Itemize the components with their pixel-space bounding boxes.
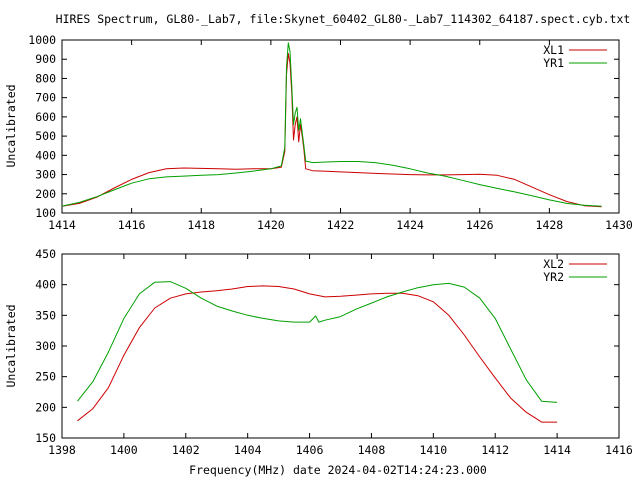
bottom-x-tick-label: 1402 — [172, 443, 200, 457]
top-y-tick-label: 500 — [35, 129, 56, 143]
top-x-tick-label: 1426 — [466, 218, 494, 232]
bottom-x-tick-label: 1416 — [605, 443, 633, 457]
bottom-y-tick-label: 250 — [35, 370, 56, 384]
bottom-x-tick-label: 1412 — [481, 443, 509, 457]
bottom-y-tick-label: 350 — [35, 308, 56, 322]
legend-label-yr1: YR1 — [543, 56, 564, 70]
top-y-tick-label: 100 — [35, 206, 56, 220]
series-yr1-line — [61, 42, 602, 207]
top-y-tick-label: 200 — [35, 187, 56, 201]
top-y-tick-label: 700 — [35, 91, 56, 105]
series-yr2-line — [77, 281, 558, 403]
top-y-tick-label: 300 — [35, 168, 56, 182]
top-x-tick-label: 1422 — [327, 218, 355, 232]
top-x-tick-label: 1420 — [257, 218, 285, 232]
bottom-y-tick-label: 400 — [35, 278, 56, 292]
legend-label-xl2: XL2 — [543, 257, 564, 271]
top-x-tick-label: 1414 — [48, 218, 76, 232]
bottom-y-axis-label: Uncalibrated — [4, 304, 18, 387]
top-plot-frame — [61, 39, 620, 214]
bottom-y-tick-label: 200 — [35, 400, 56, 414]
bottom-x-tick-label: 1414 — [543, 443, 571, 457]
series-xl2-line — [77, 285, 558, 423]
bottom-x-tick-label: 1400 — [110, 443, 138, 457]
top-x-tick-label: 1430 — [605, 218, 633, 232]
bottom-x-tick-label: 1398 — [48, 443, 76, 457]
top-y-axis-label: Uncalibrated — [4, 84, 18, 167]
chart-title: HIRES Spectrum, GL80-_Lab7, file:Skynet_… — [56, 12, 631, 26]
bottom-y-tick-label: 450 — [35, 247, 56, 261]
legend-label-xl1: XL1 — [543, 43, 564, 57]
top-y-tick-label: 800 — [35, 71, 56, 85]
top-x-tick-label: 1428 — [536, 218, 564, 232]
bottom-x-tick-label: 1408 — [358, 443, 386, 457]
bottom-x-tick-label: 1406 — [296, 443, 324, 457]
top-y-tick-label: 600 — [35, 110, 56, 124]
bottom-plot: 1398 1400 1402 1404 1406 1408 1410 1412 1414 1416… — [35, 247, 633, 457]
bottom-plot-frame — [61, 253, 620, 439]
bottom-y-tick-label: 150 — [35, 431, 56, 445]
top-plot: 1414 1416 1418 1420 1422 1424 1426 1428 1430 100 2… — [28, 33, 633, 232]
top-x-tick-label: 1416 — [118, 218, 146, 232]
top-y-tick-label: 400 — [35, 148, 56, 162]
top-x-tick-label: 1424 — [396, 218, 424, 232]
x-axis-label: Frequency(MHz) date 2024-04-02T14:24:23.… — [189, 463, 487, 477]
legend-label-yr2: YR2 — [543, 270, 564, 284]
bottom-y-tick-label: 300 — [35, 339, 56, 353]
top-y-tick-label: 1000 — [28, 33, 56, 47]
top-x-tick-label: 1418 — [187, 218, 215, 232]
top-y-tick-label: 900 — [35, 52, 56, 66]
bottom-x-tick-label: 1410 — [419, 443, 447, 457]
series-xl1-line — [61, 53, 602, 208]
bottom-x-tick-label: 1404 — [234, 443, 262, 457]
